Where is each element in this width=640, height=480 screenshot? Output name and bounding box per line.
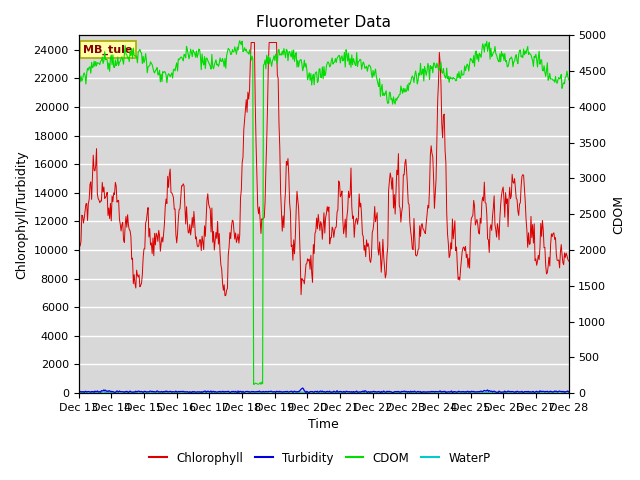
Legend: Chlorophyll, Turbidity, CDOM, WaterP: Chlorophyll, Turbidity, CDOM, WaterP (145, 447, 495, 469)
Y-axis label: CDOM: CDOM (612, 195, 625, 234)
Text: MB_tule: MB_tule (83, 45, 133, 55)
X-axis label: Time: Time (308, 419, 339, 432)
Title: Fluorometer Data: Fluorometer Data (256, 15, 391, 30)
Y-axis label: Chlorophyll/Turbidity: Chlorophyll/Turbidity (15, 150, 28, 278)
